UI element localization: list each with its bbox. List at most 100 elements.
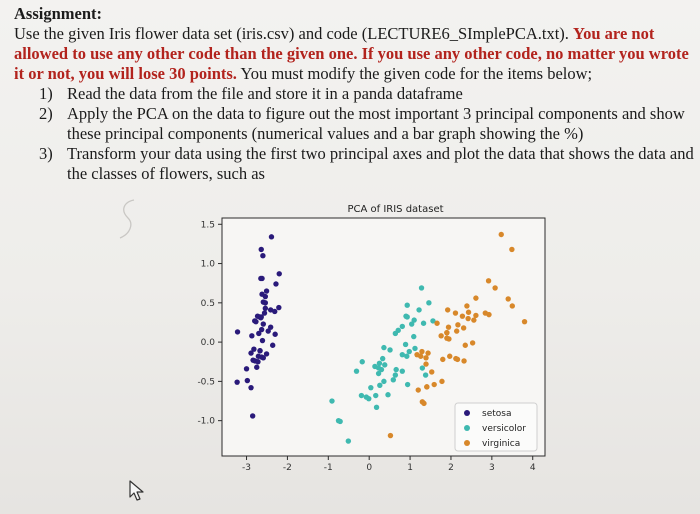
data-point-versicolor	[392, 330, 399, 337]
data-point-virginica	[444, 335, 450, 341]
data-point-virginica	[445, 324, 452, 330]
data-point-setosa	[268, 234, 275, 240]
data-point-virginica	[492, 285, 498, 291]
data-point-versicolor	[353, 368, 360, 374]
data-point-versicolor	[420, 320, 427, 326]
data-point-versicolor	[359, 359, 365, 365]
data-point-versicolor	[404, 302, 410, 308]
data-point-virginica	[460, 325, 467, 331]
data-point-versicolor	[375, 370, 382, 377]
data-point-setosa	[262, 305, 269, 312]
legend-label: versicolor	[482, 424, 526, 434]
data-point-versicolor	[372, 363, 378, 370]
data-point-versicolor	[382, 362, 388, 368]
data-point-versicolor	[376, 360, 383, 367]
data-point-setosa	[260, 253, 266, 259]
intro-text-1: Use the given Iris flower data set (iris…	[14, 24, 574, 43]
data-point-virginica	[440, 356, 446, 363]
data-point-versicolor	[419, 365, 426, 371]
data-point-virginica	[419, 348, 425, 355]
legend-marker-setosa	[464, 410, 470, 416]
x-tick-label: 3	[489, 463, 495, 473]
data-point-versicolor	[404, 381, 411, 388]
data-point-virginica	[423, 361, 429, 367]
x-tick-label: 2	[448, 463, 454, 473]
data-point-setosa	[276, 304, 282, 311]
y-tick-label: -0.5	[197, 377, 215, 387]
y-tick-label: -1.0	[197, 417, 215, 427]
x-tick-label: -1	[324, 463, 333, 473]
task-number: 2)	[39, 104, 53, 123]
data-point-virginica	[509, 246, 515, 253]
data-point-versicolor	[381, 344, 387, 351]
x-tick-label: -3	[242, 463, 251, 473]
data-point-virginica	[387, 432, 394, 439]
data-point-setosa	[273, 281, 279, 287]
task-text: Transform your data using the first two …	[67, 144, 694, 183]
data-point-virginica	[469, 340, 476, 346]
data-point-versicolor	[422, 372, 429, 378]
assignment-heading: Assignment:	[14, 4, 103, 23]
data-point-setosa	[272, 308, 278, 315]
data-point-setosa	[261, 310, 268, 316]
data-point-versicolor	[406, 348, 412, 355]
data-point-virginica	[461, 358, 467, 364]
data-point-versicolor	[430, 318, 436, 324]
data-point-versicolor	[385, 392, 391, 398]
data-point-virginica	[431, 381, 437, 388]
data-point-setosa	[234, 379, 240, 385]
data-point-setosa	[263, 351, 270, 357]
data-point-virginica	[419, 399, 426, 405]
data-point-virginica	[455, 322, 461, 328]
data-point-setosa	[243, 366, 250, 372]
data-point-virginica	[439, 378, 445, 385]
data-point-virginica	[425, 350, 431, 356]
data-point-virginica	[509, 303, 515, 309]
data-point-versicolor	[409, 321, 415, 327]
data-point-versicolor	[402, 341, 409, 348]
x-tick-label: 4	[530, 463, 536, 473]
data-point-versicolor	[403, 313, 409, 319]
data-point-setosa	[260, 355, 266, 361]
data-point-versicolor	[379, 355, 386, 362]
chart-points-group	[234, 231, 528, 444]
data-point-virginica	[444, 329, 450, 336]
x-tick-label: 1	[407, 463, 413, 473]
data-point-versicolor	[393, 366, 399, 373]
data-point-versicolor	[399, 323, 406, 330]
data-point-versicolor	[363, 394, 370, 400]
intro-text-2: You must modify the given code for the i…	[236, 64, 593, 83]
task-item-2: 2) Apply the PCA on the data to figure ou…	[14, 104, 694, 144]
data-point-versicolor	[373, 392, 379, 399]
legend-label: virginica	[482, 439, 520, 449]
task-list: 1) Read the data from the file and store …	[14, 84, 694, 184]
data-point-virginica	[424, 384, 430, 390]
y-tick-label: 0.5	[201, 299, 215, 309]
data-point-versicolor	[345, 438, 352, 444]
data-point-virginica	[505, 296, 511, 302]
data-point-setosa	[262, 293, 269, 300]
mouse-cursor-icon	[129, 480, 144, 501]
warning-text: You are not allowed to use any other cod…	[14, 24, 689, 83]
data-point-setosa	[248, 350, 254, 356]
data-point-setosa	[258, 326, 265, 333]
chart-title: PCA of IRIS dataset	[347, 204, 443, 215]
data-point-setosa	[249, 333, 255, 339]
data-point-virginica	[447, 353, 453, 359]
data-point-virginica	[454, 356, 461, 363]
data-point-virginica	[414, 351, 420, 358]
data-point-virginica	[423, 355, 429, 361]
data-point-virginica	[452, 310, 459, 316]
data-point-versicolor	[387, 347, 393, 353]
data-point-virginica	[462, 342, 468, 348]
data-point-virginica	[482, 310, 489, 316]
data-point-versicolor	[392, 372, 399, 378]
data-point-virginica	[434, 320, 440, 326]
data-point-setosa	[234, 329, 241, 335]
data-point-virginica	[471, 317, 477, 323]
data-point-versicolor	[399, 368, 406, 374]
legend-marker-versicolor	[464, 425, 470, 431]
task-text: Read the data from the file and store it…	[67, 84, 463, 103]
legend-label: setosa	[482, 409, 511, 419]
